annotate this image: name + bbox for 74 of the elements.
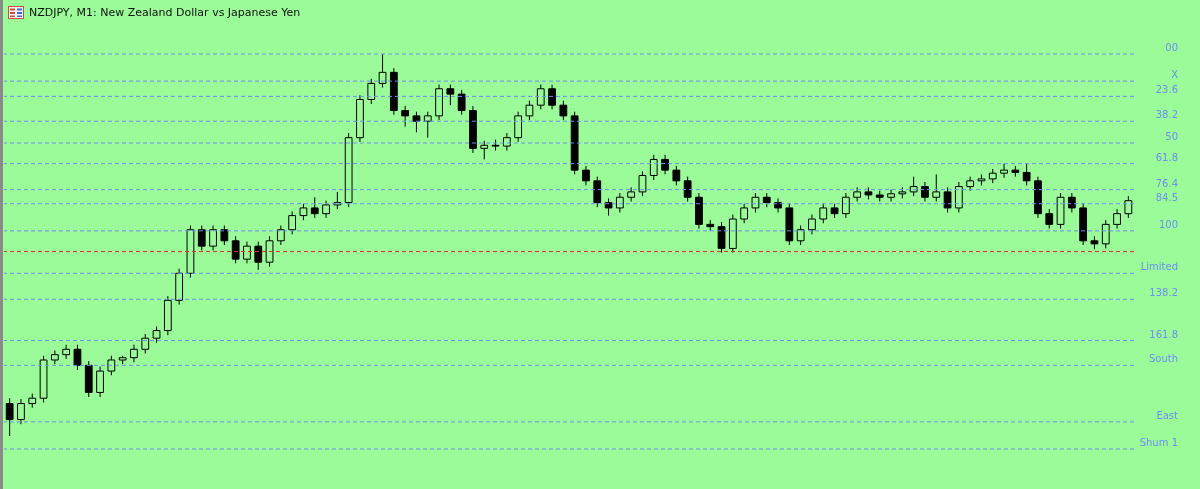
- candlestick: [243, 241, 251, 264]
- candlestick: [265, 235, 274, 268]
- candlestick: [17, 398, 25, 425]
- candlestick: [1124, 195, 1133, 219]
- candlestick: [1000, 163, 1008, 179]
- text: 76.4: [1155, 177, 1178, 189]
- candlestick: [141, 333, 150, 354]
- candlestick: [209, 225, 217, 251]
- candlestick: [96, 365, 104, 398]
- text: 61.8: [1155, 151, 1178, 163]
- candlestick: [197, 225, 206, 251]
- candlestick: [672, 165, 681, 186]
- candlestick: [310, 196, 319, 219]
- candlestick: [593, 176, 602, 208]
- candlestick: [683, 176, 692, 202]
- candlestick: [887, 189, 895, 202]
- candlestick: [582, 165, 590, 186]
- text: 161.8: [1149, 328, 1178, 340]
- ref-line-label: East: [1156, 409, 1179, 421]
- candlestick: [254, 241, 263, 271]
- text: 100: [1158, 218, 1178, 230]
- chart-title: NZDJPY, M1: New Zealand Dollar vs Japanese Yen: [29, 5, 301, 19]
- candlestick: [367, 78, 376, 105]
- candlestick: [1101, 219, 1110, 249]
- candlestick: [378, 53, 387, 89]
- candlestick: [954, 181, 963, 214]
- candlestick: [220, 225, 229, 246]
- candlestick: [412, 111, 421, 133]
- candlestick: [740, 203, 749, 224]
- candlestick: [819, 203, 828, 224]
- candlestick: [921, 181, 929, 202]
- candlestick: [288, 210, 297, 235]
- candlestick: [796, 225, 805, 246]
- text: 84.5: [1155, 191, 1178, 203]
- candlestick: [548, 84, 556, 110]
- candlestick: [638, 170, 647, 197]
- candlestick: [50, 349, 59, 365]
- candlestick: [1045, 208, 1054, 230]
- candlestick: [1113, 208, 1121, 230]
- candlestick: [231, 235, 240, 264]
- candlestick: [909, 176, 918, 197]
- candlestick: [276, 225, 285, 246]
- candlestick: [661, 154, 669, 175]
- candlestick: [808, 213, 816, 235]
- candlestick: [5, 397, 14, 437]
- ref-line-label: X: [1171, 69, 1179, 81]
- text: 00: [1165, 42, 1178, 53]
- ref-line-label: South: [1148, 353, 1178, 365]
- candlestick: [525, 100, 534, 121]
- candlestick: [514, 111, 523, 143]
- candlestick: [615, 192, 624, 214]
- text: 23.6: [1155, 84, 1178, 96]
- candlestick: [536, 84, 545, 110]
- text: 38.2: [1155, 109, 1178, 121]
- candlestick: [1022, 163, 1031, 186]
- text: 138.2: [1149, 287, 1178, 299]
- candlestick: [841, 192, 850, 219]
- ref-line-label: Limited: [1140, 261, 1178, 273]
- candlestick: [401, 105, 410, 128]
- candlestick: [107, 355, 116, 376]
- candlestick: [73, 344, 82, 371]
- candlestick: [457, 89, 466, 116]
- candlestick: [932, 173, 941, 202]
- candlestick: [943, 186, 952, 214]
- candlestick: [446, 84, 455, 106]
- text: 50: [1165, 131, 1178, 143]
- candlestick: [751, 192, 760, 214]
- candlestick: [1067, 192, 1076, 214]
- candlestick: [717, 221, 726, 254]
- candlestick: [423, 111, 432, 139]
- candlestick: [649, 154, 658, 181]
- candlestick: [480, 140, 489, 160]
- ref-line-label: Shum 1: [1139, 437, 1178, 448]
- candlestick: [559, 100, 568, 121]
